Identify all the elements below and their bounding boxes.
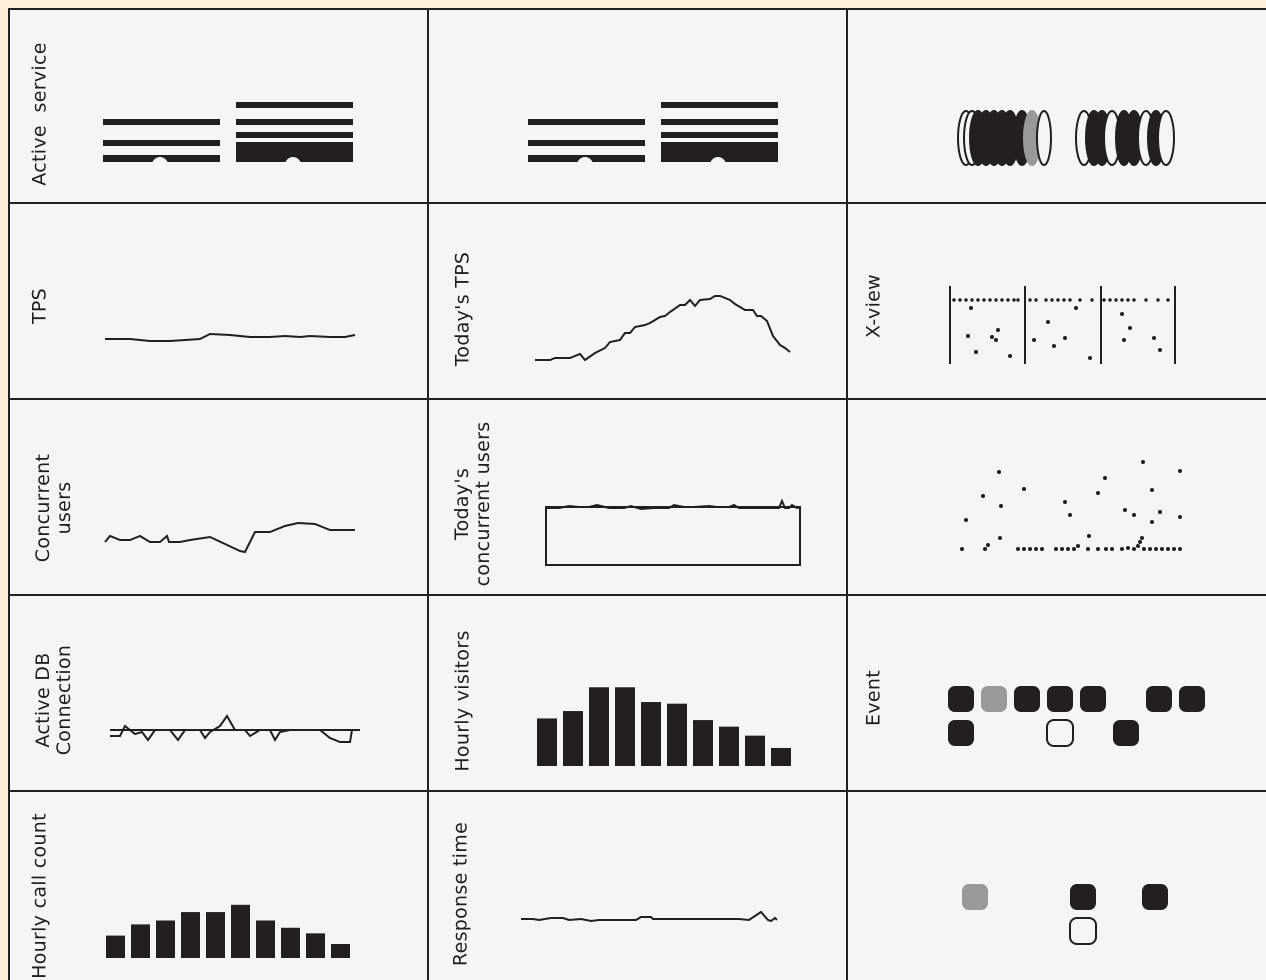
response-time-line-chart xyxy=(521,910,778,923)
panel-label: Hourly call count xyxy=(28,813,51,979)
grid-row-divider-2 xyxy=(8,398,1266,400)
event-square[interactable] xyxy=(1014,686,1040,712)
concurrent-users-line-chart xyxy=(104,521,355,554)
panel-xview[interactable]: X-view xyxy=(848,204,1266,398)
bar xyxy=(156,920,175,958)
panel-todays-concurrent-users[interactable]: Today's concurrent users xyxy=(429,400,846,594)
hourly-visitors-bar-chart xyxy=(537,687,791,766)
panel-active-service[interactable]: Active service xyxy=(10,10,427,202)
active-db-connection-line-chart xyxy=(110,714,360,743)
tps-line-chart xyxy=(105,332,356,342)
bar xyxy=(331,944,350,958)
bar xyxy=(615,687,635,766)
bar xyxy=(693,720,713,766)
dashboard-board: Active service TPS Concurrent users xyxy=(8,8,1266,980)
active-service-graphic xyxy=(103,102,353,173)
event-square[interactable] xyxy=(1179,686,1205,712)
event-square[interactable] xyxy=(948,686,974,712)
xview-scatter xyxy=(949,286,1176,364)
bar xyxy=(667,703,687,766)
active-service-ellipses xyxy=(957,110,1175,166)
bar xyxy=(719,726,739,766)
panel-response-time[interactable]: Response time xyxy=(429,792,846,980)
grid-column-divider-1 xyxy=(427,8,429,980)
event-square[interactable] xyxy=(1142,884,1168,910)
event-square[interactable] xyxy=(948,720,974,746)
panel-label: Today's concurrent users xyxy=(451,421,494,587)
todays-concurrent-users-chart xyxy=(545,498,801,566)
panel-tps[interactable]: TPS xyxy=(10,204,427,398)
bar xyxy=(206,912,225,958)
panel-label: Today's TPS xyxy=(451,251,474,367)
event-square[interactable] xyxy=(1113,720,1139,746)
panel-todays-tps[interactable]: Today's TPS xyxy=(429,204,846,398)
bar xyxy=(589,687,609,766)
panel-label: Response time xyxy=(449,821,472,967)
panel-active-service-3[interactable] xyxy=(848,10,1266,202)
panel-label: Event xyxy=(862,670,885,726)
bar xyxy=(306,933,325,958)
bar xyxy=(256,920,275,958)
event-squares xyxy=(962,884,1168,945)
event-square[interactable] xyxy=(981,686,1007,712)
hourly-call-count-bar-chart xyxy=(106,904,350,958)
grid-column-divider-2 xyxy=(846,8,848,980)
bar xyxy=(106,935,125,958)
panel-label: Concurrent users xyxy=(32,453,75,563)
panel-active-db-connection[interactable]: Active DB Connection xyxy=(10,596,427,790)
active-service-graphic xyxy=(528,102,778,173)
event-square[interactable] xyxy=(1069,917,1097,945)
event-square[interactable] xyxy=(1080,686,1106,712)
panel-label: TPS xyxy=(28,287,51,325)
grid-row-divider-3 xyxy=(8,594,1266,596)
grid-row-divider-4 xyxy=(8,790,1266,792)
grid-row-divider-1 xyxy=(8,202,1266,204)
bar xyxy=(281,927,300,958)
panel-scatter[interactable] xyxy=(848,400,1266,594)
event-square[interactable] xyxy=(1146,686,1172,712)
panel-event-2[interactable] xyxy=(848,792,1266,980)
bar xyxy=(563,711,583,766)
bar xyxy=(181,912,200,958)
event-squares xyxy=(948,686,1205,747)
event-square[interactable] xyxy=(1047,686,1073,712)
bar xyxy=(641,702,661,766)
event-square[interactable] xyxy=(1046,719,1074,747)
panel-event[interactable]: Event xyxy=(848,596,1266,790)
panel-label: Active service xyxy=(28,42,51,186)
panel-hourly-call-count[interactable]: Hourly call count xyxy=(10,792,427,980)
bar xyxy=(771,747,791,766)
panel-concurrent-users[interactable]: Concurrent users xyxy=(10,400,427,594)
bar xyxy=(537,718,557,766)
todays-tps-line-chart xyxy=(535,295,791,362)
bar xyxy=(745,735,765,766)
grid-border-left xyxy=(8,8,10,980)
event-square[interactable] xyxy=(1070,884,1096,910)
grid-border-top xyxy=(8,8,1266,10)
bar xyxy=(131,924,150,958)
panel-label: Active DB Connection xyxy=(32,644,75,756)
panel-label: X-view xyxy=(862,274,885,338)
panel-hourly-visitors[interactable]: Hourly visitors xyxy=(429,596,846,790)
panel-label: Hourly visitors xyxy=(451,630,474,772)
bar xyxy=(231,904,250,958)
scatter-plot xyxy=(960,460,1182,551)
panel-active-service-2[interactable] xyxy=(429,10,846,202)
event-square[interactable] xyxy=(962,884,988,910)
